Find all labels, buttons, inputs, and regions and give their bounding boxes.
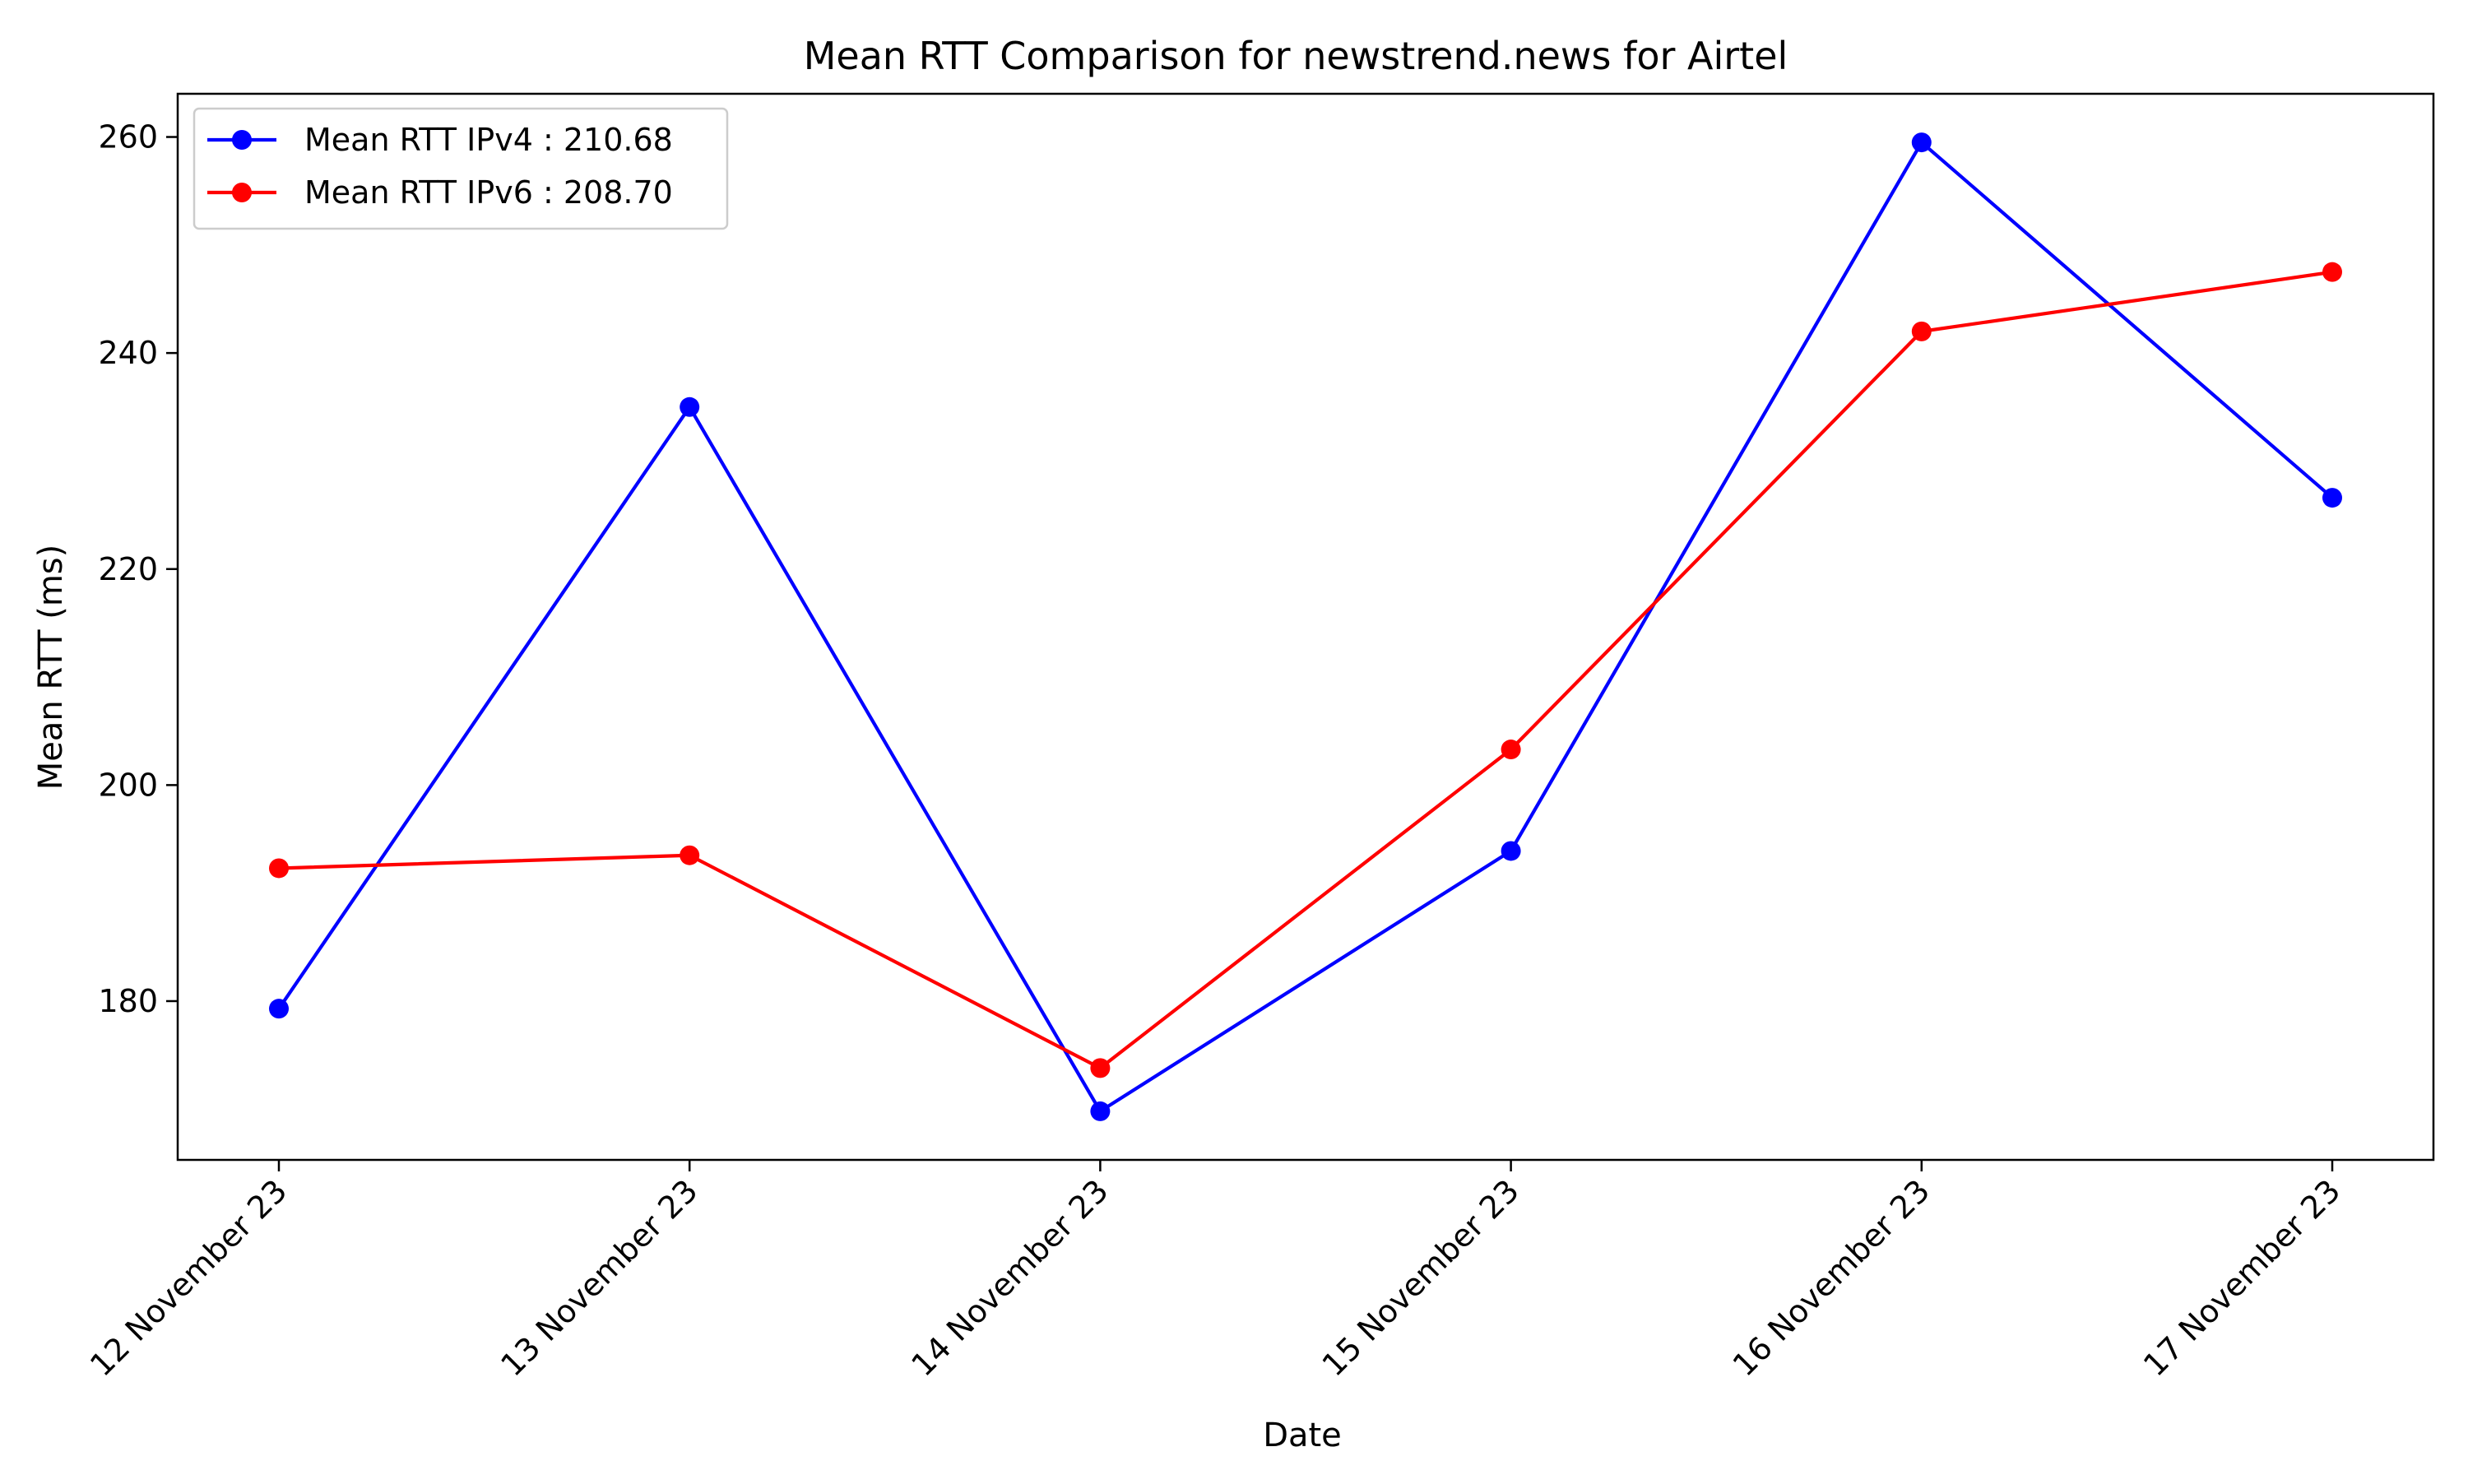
legend-marker [232,183,252,202]
legend-label: Mean RTT IPv4 : 210.68 [304,122,673,158]
legend-item: Mean RTT IPv6 : 208.70 [207,174,673,211]
x-tick-label: 12 November 23 [83,1172,294,1383]
y-tick-label: 220 [98,551,158,587]
x-axis-label: Date [1263,1417,1342,1454]
legend-label: Mean RTT IPv6 : 208.70 [304,174,673,211]
legend: Mean RTT IPv4 : 210.68 Mean RTT IPv6 : 20… [193,107,729,230]
chart-title: Mean RTT Comparison for newstrend.news f… [804,34,1788,78]
x-tick-label: 17 November 23 [2136,1172,2347,1383]
data-point [2322,488,2342,508]
data-point [1501,740,1521,760]
series-line [278,270,2333,1070]
series-1 [269,132,2342,1121]
y-tick-label: 240 [98,335,158,371]
data-point [680,397,700,417]
legend-item: Mean RTT IPv4 : 210.68 [207,122,673,158]
data-point [1090,1058,1111,1078]
series-2 [269,262,2342,1078]
data-point [1911,321,1932,341]
legend-marker [232,130,252,150]
x-tick-label: 14 November 23 [904,1172,1115,1383]
plot-frame [176,92,2435,1162]
legend-box [193,107,729,230]
data-point [2322,262,2342,282]
y-tick-label: 260 [98,119,158,155]
x-tick-label: 16 November 23 [1726,1172,1937,1383]
y-axis-label: Mean RTT (ms) [32,545,70,790]
y-tick-label: 180 [98,983,158,1019]
y-tick-label: 200 [98,767,158,803]
data-point [1501,841,1521,861]
data-point [680,845,700,865]
x-tick-label: 15 November 23 [1315,1172,1526,1383]
data-point [269,858,289,879]
series-line [277,140,2334,1114]
x-tick-label: 13 November 23 [494,1172,704,1383]
data-point [1911,132,1932,153]
data-point [1090,1101,1111,1121]
data-point [269,999,289,1019]
